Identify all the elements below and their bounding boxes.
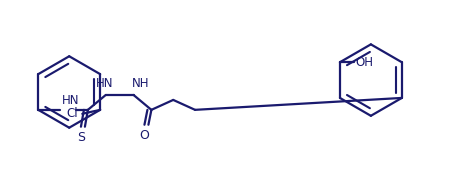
Text: HN: HN [96,77,113,90]
Text: O: O [140,129,149,142]
Text: S: S [77,131,85,144]
Text: OH: OH [356,56,374,69]
Text: Cl: Cl [67,107,78,120]
Text: HN: HN [62,94,80,107]
Text: NH: NH [131,77,149,90]
